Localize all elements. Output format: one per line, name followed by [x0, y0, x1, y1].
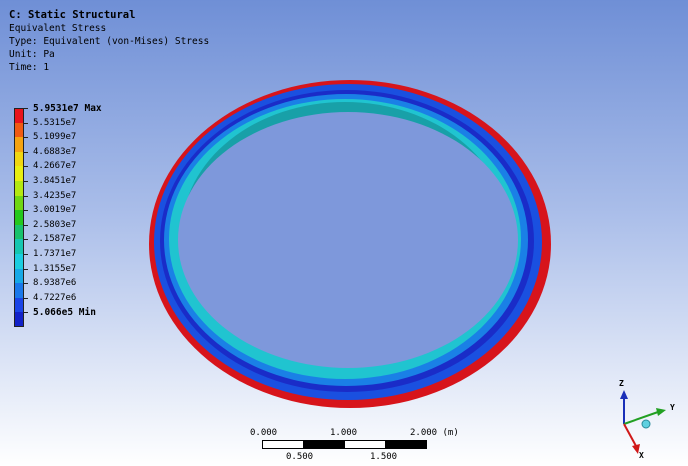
result-unit: Unit: Pa: [9, 49, 55, 60]
legend-swatch: [14, 312, 24, 327]
legend-tick: [24, 253, 28, 255]
legend-tick: [24, 297, 28, 299]
x-axis-label: X: [639, 451, 644, 460]
triad-origin-ball: [641, 419, 651, 429]
scale-label: 1.500: [370, 452, 398, 462]
legend-tick: [24, 312, 28, 314]
y-axis-label: Y: [670, 403, 675, 412]
legend-swatch: [14, 122, 24, 138]
legend-label: 1.7371e7: [33, 248, 77, 259]
legend-swatch: [14, 268, 24, 284]
legend-swatch: [14, 297, 24, 313]
legend-label: 2.5803e7: [33, 219, 77, 230]
scale-label: 2.000 (m): [410, 428, 459, 438]
ring-inner-hole: [178, 112, 518, 368]
result-time: Time: 1: [9, 62, 50, 73]
z-arrow-head: [620, 390, 628, 399]
axis-triad[interactable]: Z Y X: [600, 379, 680, 466]
legend-label: 4.7227e6: [33, 292, 77, 303]
legend-tick: [24, 210, 28, 212]
triad-graphic: [620, 390, 666, 454]
scale-label: 0.000: [250, 428, 278, 438]
legend-tick: [24, 137, 28, 139]
x-axis-arrow: [623, 423, 637, 447]
legend-label: 2.1587e7: [33, 234, 77, 245]
legend-label: 5.5315e7: [33, 117, 77, 128]
legend-label: 5.9531e7 Max: [33, 103, 102, 114]
legend-tick: [24, 224, 28, 226]
scale-label: 0.500: [286, 452, 314, 462]
scale-segment: [303, 440, 345, 449]
legend-tick: [24, 166, 28, 168]
legend-tick: [24, 195, 28, 197]
result-type: Type: Equivalent (von-Mises) Stress: [9, 36, 210, 47]
legend-label: 3.8451e7: [33, 175, 77, 186]
result-name: Equivalent Stress: [9, 23, 107, 34]
legend-swatch: [14, 180, 24, 196]
legend-swatch: [14, 195, 24, 211]
legend-label: 4.6883e7: [33, 146, 77, 157]
legend-swatch: [14, 210, 24, 225]
scale-segment: [344, 440, 386, 449]
legend-label: 3.0019e7: [33, 205, 77, 216]
y-arrow-head: [656, 408, 666, 416]
legend-label: 8.9387e6: [33, 278, 77, 289]
legend-swatch: [14, 253, 24, 269]
legend-tick: [24, 239, 28, 241]
legend-tick: [24, 122, 28, 124]
legend-label: 5.066e5 Min: [33, 307, 96, 319]
analysis-title: C: Static Structural: [9, 9, 136, 21]
legend-swatch: [14, 239, 24, 254]
legend-swatch: [14, 166, 24, 181]
legend-tick: [24, 283, 28, 285]
legend-tick: [24, 151, 28, 153]
legend-tick: [24, 180, 28, 182]
legend-label: 4.2667e7: [33, 161, 77, 172]
legend-label: 5.1099e7: [33, 132, 77, 143]
legend-tick: [24, 108, 28, 109]
z-axis-label: Z: [619, 379, 624, 388]
y-axis-arrow: [623, 411, 659, 425]
scale-segment: [262, 440, 304, 449]
x-arrow-head: [632, 444, 640, 454]
legend-tick: [24, 268, 28, 270]
scale-label: 1.000: [330, 428, 358, 438]
legend-label: 1.3155e7: [33, 263, 77, 274]
legend-swatch: [14, 224, 24, 240]
legend-swatch: [14, 108, 24, 123]
legend-label: 3.4235e7: [33, 190, 77, 201]
legend-swatch: [14, 151, 24, 167]
scale-segment: [385, 440, 427, 449]
legend-swatch: [14, 283, 24, 298]
result-info-block: C: Static Structural Equivalent Stress T…: [9, 9, 209, 74]
legend-swatch: [14, 137, 24, 152]
